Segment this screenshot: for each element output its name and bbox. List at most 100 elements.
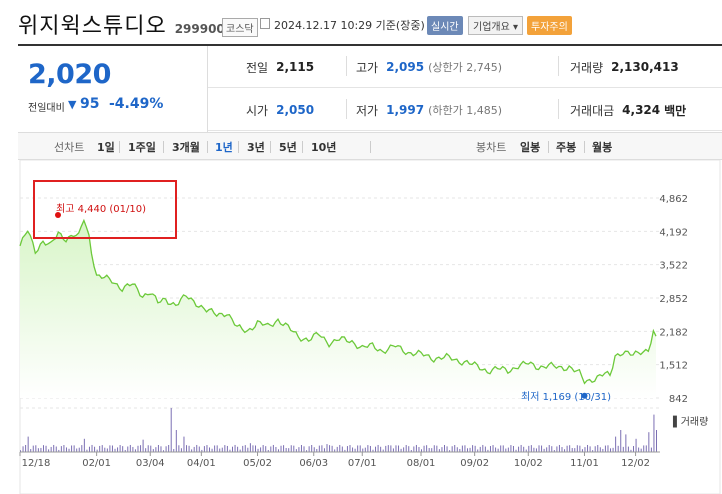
tab-line-chart[interactable]: 선차트 [54, 141, 85, 154]
volume-bar [438, 449, 440, 452]
volume-bar [643, 445, 645, 452]
volume-bar [216, 445, 218, 452]
volume-bar [203, 446, 205, 452]
price-chart[interactable]: 4,862 4,192 3,522 2,852 2,182 1,512 842 12/18 02… [0, 160, 722, 494]
volume-bar [196, 444, 198, 452]
volume-cell: 거래량 2,130,413 [570, 46, 679, 88]
tab-period-1d[interactable]: 1일 [97, 141, 115, 154]
volume-bar [362, 448, 364, 452]
volume-bar [461, 445, 463, 452]
volume-bar [175, 430, 177, 452]
tab-period-3m[interactable]: 3개월 [172, 141, 200, 154]
volume-bar [101, 445, 103, 452]
tab-divider [370, 141, 371, 153]
price-line [19, 218, 657, 385]
realtime-button[interactable]: 실시간 [427, 16, 463, 35]
volume-bar [267, 449, 269, 452]
volume-bar [272, 444, 274, 452]
volume-bar [648, 432, 650, 452]
x-tick-label: 06/03 [299, 458, 328, 469]
volume-bar [232, 446, 233, 452]
volume-bar [188, 445, 190, 452]
volume-bar [472, 445, 474, 452]
tab-divider [584, 141, 585, 153]
volume-bar [71, 445, 73, 452]
tab-candle-chart[interactable]: 봉차트 [476, 141, 507, 154]
volume-bar [622, 446, 624, 452]
volume-bar [566, 445, 568, 452]
volume-bar [81, 445, 83, 452]
volume-bar [528, 445, 530, 452]
volume-legend: ▌거래량 [673, 417, 709, 428]
tab-divider [548, 141, 549, 153]
volume-bar [500, 445, 502, 452]
volume-bar [625, 434, 627, 452]
volume-bar [334, 449, 336, 452]
volume-bar [587, 444, 589, 452]
volume-bar [369, 445, 371, 452]
volume-bar [42, 445, 44, 452]
volume-value: 2,130,413 [611, 60, 679, 74]
volume-bar [132, 446, 134, 452]
volume-bar [372, 449, 374, 452]
tab-candle-monthly[interactable]: 월봉 [592, 141, 613, 154]
volume-bar [170, 408, 172, 452]
tab-period-10y[interactable]: 10년 [311, 141, 337, 154]
volume-bar [627, 446, 629, 452]
volume-bar [308, 446, 310, 452]
price-summary: 2,020 전일대비 ▼ 95 -4.49% [18, 46, 208, 132]
tab-period-3y[interactable]: 3년 [247, 141, 265, 154]
volume-bar [140, 445, 142, 452]
low-marker [581, 392, 588, 399]
tab-divider [119, 141, 120, 153]
tab-divider [238, 141, 239, 153]
volume-bar [277, 449, 279, 452]
volume-bar [321, 445, 323, 452]
tab-candle-daily[interactable]: 일봉 [520, 141, 541, 154]
volume-bar [298, 447, 300, 452]
volume-bar [477, 449, 479, 452]
volume-bar [604, 445, 606, 452]
volume-bar [254, 445, 256, 452]
company-overview-dropdown[interactable]: 기업개요 ▾ [468, 16, 523, 35]
volume-bar [620, 430, 622, 452]
amount-label: 거래대금 [570, 103, 615, 118]
volume-bar [60, 446, 62, 452]
tab-period-1w[interactable]: 1주일 [128, 141, 156, 154]
tab-period-1y[interactable]: 1년 [215, 141, 233, 154]
volume-bar [209, 447, 211, 452]
volume-bar [464, 445, 466, 452]
volume-bar [111, 445, 113, 452]
volume-bar [168, 444, 170, 452]
volume-bar [234, 444, 236, 452]
volume-bar [68, 448, 70, 452]
open-cell: 시가 2,050 [246, 89, 314, 131]
volume-bar [352, 447, 354, 452]
volume-bar [592, 450, 594, 452]
tab-candle-weekly[interactable]: 주봉 [556, 141, 577, 154]
header-divider [18, 44, 722, 46]
volume-bar [633, 446, 635, 452]
volume-bar [395, 445, 397, 452]
prev-close-cell: 전일 2,115 [246, 46, 314, 88]
volume-bar [357, 445, 359, 452]
volume-bar [415, 444, 417, 452]
volume-bar [129, 444, 131, 452]
volume-bar [285, 447, 287, 452]
tab-period-5y[interactable]: 5년 [279, 141, 297, 154]
x-tick-label: 05/02 [243, 458, 272, 469]
volume-bar [449, 450, 451, 452]
volume-bar [497, 448, 499, 452]
volume-bar [155, 447, 157, 452]
volume-bar [615, 436, 617, 452]
volume-label: 거래량 [570, 60, 604, 75]
stock-code: 299900 [174, 22, 225, 36]
volume-bar [451, 446, 453, 452]
volume-bar [428, 448, 430, 452]
volume-bar [346, 446, 348, 452]
volume-bar [178, 445, 180, 452]
volume-bar [579, 445, 581, 452]
volume-bar [99, 445, 101, 452]
x-tick-label: 09/02 [460, 458, 489, 469]
volume-bar [96, 449, 98, 452]
